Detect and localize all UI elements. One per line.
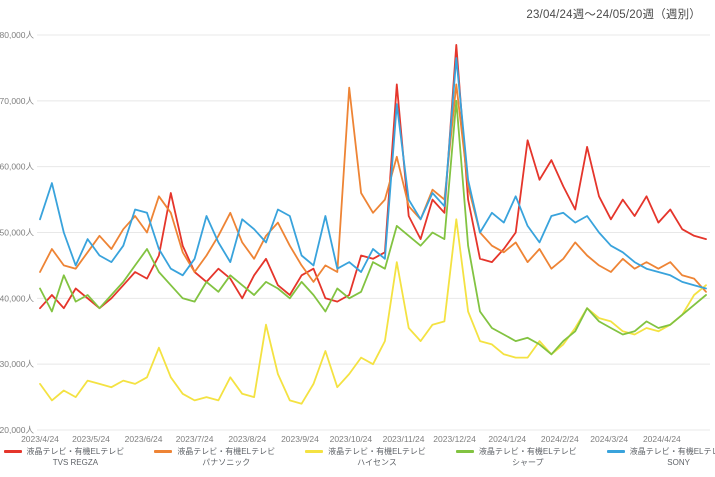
- legend-line2: シャープ: [512, 458, 544, 467]
- legend-item: 液晶テレビ・有機ELテレビ パナソニック: [154, 446, 275, 468]
- legend-line1: 液晶テレビ・有機ELテレビ: [328, 447, 426, 456]
- y-tick-label: 40,000人: [0, 293, 34, 303]
- legend-label: 液晶テレビ・有機ELテレビ TVS REGZA: [27, 446, 125, 468]
- legend-swatch: [606, 450, 625, 453]
- x-tick-label: 2023/8/24: [228, 434, 266, 444]
- chart-legend: 液晶テレビ・有機ELテレビ TVS REGZA 液晶テレビ・有機ELテレビ パナソニッ…: [0, 444, 715, 477]
- chart-title: 23/04/24週〜24/05/20週（週別）: [526, 9, 701, 21]
- legend-label: 液晶テレビ・有機ELテレビ ハイセンス: [328, 446, 426, 468]
- line-chart: 20,000人 30,000人 40,000人 50,000人 60,000人 70,00…: [0, 30, 710, 444]
- x-tick-label: 2023/12/24: [433, 434, 476, 444]
- legend-item: 液晶テレビ・有機ELテレビ ハイセンス: [305, 446, 426, 468]
- series-line: [39, 83, 707, 293]
- x-tick-label: 2023/6/24: [125, 434, 163, 444]
- x-tick-label: 2023/10/24: [330, 434, 373, 444]
- x-tick-label: 2024/2/24: [541, 434, 579, 444]
- x-tick-label: 2023/7/24: [176, 434, 214, 444]
- legend-line2: ハイセンス: [357, 458, 397, 467]
- legend-swatch: [154, 450, 173, 453]
- y-tick-label: 80,000人: [0, 30, 34, 40]
- legend-line1: 液晶テレビ・有機ELテレビ: [26, 447, 125, 456]
- x-tick-label: 2024/3/24: [590, 434, 628, 444]
- y-tick-label: 30,000人: [0, 359, 34, 369]
- legend-line1: 液晶テレビ・有機ELテレビ: [177, 447, 276, 456]
- y-tick-label: 60,000人: [0, 162, 34, 172]
- y-tick-label: 50,000人: [0, 228, 34, 238]
- x-tick-label: 2023/5/24: [72, 434, 110, 444]
- series-line: [39, 218, 707, 405]
- y-tick-label: 70,000人: [0, 96, 34, 106]
- legend-label: 液晶テレビ・有機ELテレビ SONY: [630, 446, 715, 468]
- x-tick-label: 2023/9/24: [281, 434, 319, 444]
- legend-line2: TVS REGZA: [52, 458, 99, 467]
- series-line: [39, 99, 707, 356]
- series-line: [39, 57, 707, 290]
- legend-line1: 液晶テレビ・有機ELテレビ: [629, 447, 715, 456]
- legend-swatch: [455, 450, 474, 453]
- legend-line2: SONY: [667, 458, 690, 467]
- legend-item: 液晶テレビ・有機ELテレビ TVS REGZA: [3, 446, 125, 468]
- y-tick-label: 20,000人: [0, 425, 34, 435]
- legend-item: 液晶テレビ・有機ELテレビ SONY: [606, 446, 715, 468]
- x-tick-label: 2024/1/24: [488, 434, 526, 444]
- legend-swatch: [305, 450, 324, 453]
- legend-label: 液晶テレビ・有機ELテレビ シャープ: [479, 446, 577, 468]
- x-tick-label: 2024/4/24: [643, 434, 681, 444]
- x-tick-label: 2023/4/24: [21, 434, 59, 444]
- series-line: [39, 44, 707, 310]
- x-tick-label: 2023/11/24: [383, 434, 425, 444]
- legend-line2: パナソニック: [202, 458, 251, 467]
- legend-swatch: [3, 450, 22, 453]
- legend-line1: 液晶テレビ・有機ELテレビ: [478, 447, 577, 456]
- legend-label: 液晶テレビ・有機ELテレビ パナソニック: [177, 446, 275, 468]
- legend-item: 液晶テレビ・有機ELテレビ シャープ: [455, 446, 577, 468]
